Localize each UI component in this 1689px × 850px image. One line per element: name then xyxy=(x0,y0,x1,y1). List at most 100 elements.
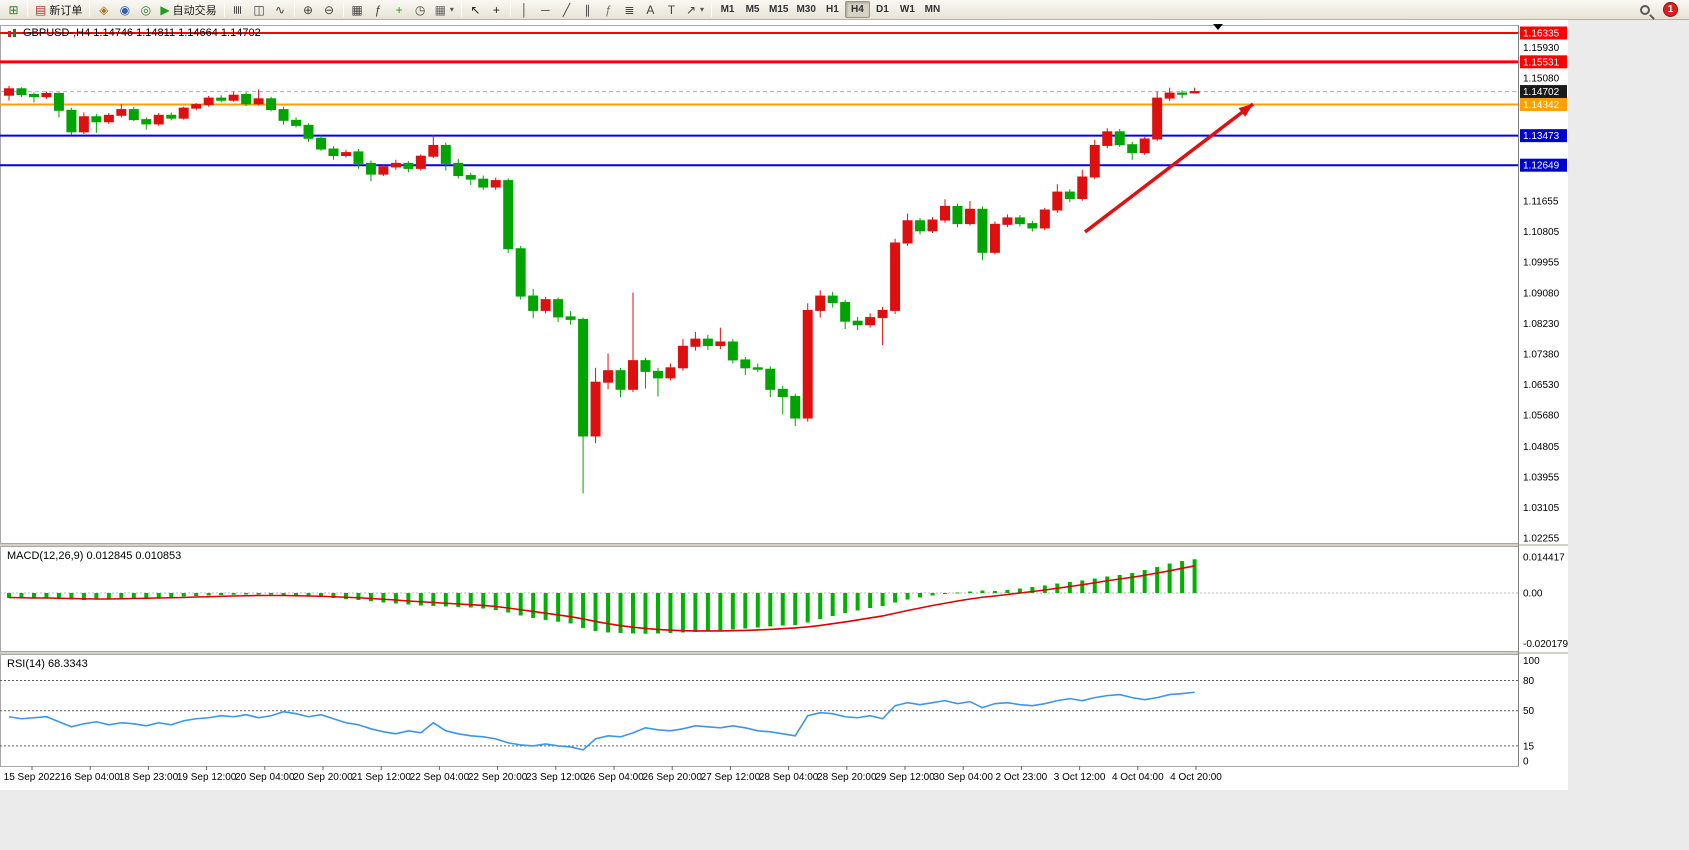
candle-body xyxy=(540,299,551,311)
toolbar-horizontal-line-tool[interactable]: ─ xyxy=(535,1,556,19)
candle-body xyxy=(677,345,688,369)
toolbar-data-window[interactable]: ◉ xyxy=(114,1,135,19)
toolbar-zoom-in[interactable]: ⊕ xyxy=(298,1,319,19)
candle-body xyxy=(41,92,52,98)
toolbar-tf-m5[interactable]: M5 xyxy=(745,4,760,15)
macd-bar xyxy=(181,593,186,597)
price-badge-label: 1.14702 xyxy=(1523,87,1560,98)
toolbar-tf-w1[interactable]: W1 xyxy=(899,4,915,15)
toolbar-separator xyxy=(89,2,91,17)
toolbar-tf-mn[interactable]: MN xyxy=(924,4,941,15)
macd-label-row: MACD(12,26,9) 0.012845 0.010853 xyxy=(7,550,181,562)
toolbar-tf-m1[interactable]: M1 xyxy=(720,4,735,15)
toolbar-crosshair-tool[interactable]: + xyxy=(486,1,507,19)
panel-divider[interactable] xyxy=(0,544,1568,546)
level-lines-layer[interactable] xyxy=(0,32,1518,167)
candle-body xyxy=(16,88,27,96)
crosshair-tool-icon: + xyxy=(492,2,500,17)
trend-arrow[interactable] xyxy=(1083,102,1255,234)
candle-body xyxy=(615,370,626,390)
macd-bar xyxy=(1155,567,1160,593)
toolbar-auto-trading[interactable]: ▶ 自动交易 xyxy=(156,1,220,19)
auto-trading-icon: ▶ xyxy=(160,2,170,17)
toolbar-right: 1 xyxy=(1634,1,1686,19)
toolbar-tile-windows[interactable]: ▦ xyxy=(347,1,368,19)
toolbar-zoom-out[interactable]: ⊖ xyxy=(319,1,340,19)
toolbar-tf-m30[interactable]: M30 xyxy=(796,4,816,15)
candle-body xyxy=(465,175,476,180)
toolbar-templates[interactable]: ▦ ▾ xyxy=(431,1,458,19)
toolbar-label-tool[interactable]: T xyxy=(661,1,682,19)
toolbar-tf-d1[interactable]: D1 xyxy=(876,4,889,15)
toolbar-trendline-tool[interactable]: ╱ xyxy=(556,1,577,19)
toolbar-line-chart-mode[interactable]: ∿ xyxy=(270,1,291,19)
price-badge xyxy=(1520,85,1567,99)
macd-bar xyxy=(456,593,461,607)
search-button[interactable] xyxy=(1634,1,1655,19)
macd-bar xyxy=(56,593,61,599)
macd-bar xyxy=(368,593,373,602)
toolbar-separator xyxy=(27,2,28,17)
price-badge xyxy=(1520,26,1567,40)
toolbar-tf-h4[interactable]: H4 xyxy=(844,1,870,18)
toolbar-indicators[interactable]: ƒ xyxy=(368,1,389,19)
price-tick-label: 1.05680 xyxy=(1523,411,1560,422)
notification-badge[interactable]: 1 xyxy=(1663,2,1678,17)
toolbar-bar-chart-mode[interactable]: ≣ xyxy=(228,1,249,19)
macd-tick-label: 0.00 xyxy=(1523,589,1543,600)
price-tick-label: 1.15080 xyxy=(1523,74,1560,85)
time-tick-label: 22 Sep 04:00 xyxy=(410,772,470,783)
toolbar-tf-h1[interactable]: H1 xyxy=(826,4,839,15)
candle-body xyxy=(964,208,975,225)
toolbar-cursor-tool[interactable]: ↖ xyxy=(465,1,486,19)
navigator-icon: ◎ xyxy=(140,2,152,17)
macd-bar xyxy=(793,593,798,625)
toolbar-new-order[interactable]: ▤ 新订单 xyxy=(31,1,86,19)
chart-shift-marker[interactable] xyxy=(1213,24,1223,30)
toolbar-add-indicator[interactable]: + xyxy=(389,1,410,19)
toolbar-navigator[interactable]: ◎ xyxy=(135,1,156,19)
candle-body xyxy=(453,162,464,177)
toolbar-fibonacci-tool[interactable]: ƒ xyxy=(598,1,619,19)
candle-body xyxy=(840,302,851,322)
toolbar-arrows-tool[interactable]: ↗ ▾ xyxy=(682,1,708,19)
macd-bar xyxy=(1192,559,1197,593)
macd-bar xyxy=(44,593,49,598)
price-axis: 1.15930 1.15080 1.11655 1.10805 1.09955 1.090… xyxy=(1520,26,1567,544)
toolbar-separator xyxy=(223,2,225,17)
candle-body xyxy=(116,109,127,116)
macd-bar xyxy=(1167,563,1172,593)
time-tick-label: 26 Sep 04:00 xyxy=(584,772,644,783)
candle-body xyxy=(952,205,963,225)
candle-body xyxy=(353,151,364,164)
candle-body xyxy=(915,220,926,232)
toolbar-candle-chart-mode[interactable]: ◫ xyxy=(249,1,270,19)
macd-tick-label: -0.020179 xyxy=(1523,639,1568,650)
tile-windows-icon: ▦ xyxy=(351,2,363,17)
candle-body xyxy=(1102,131,1113,146)
time-tick-label: 27 Sep 12:00 xyxy=(701,772,761,783)
fibonacci-tool-icon: ƒ xyxy=(605,2,612,17)
horizontal-line-tool-icon: ─ xyxy=(541,2,550,17)
toolbar-shapes-tool[interactable]: ≣ xyxy=(619,1,640,19)
trend-arrow-shaft xyxy=(1083,102,1255,234)
candle-body xyxy=(153,114,164,125)
toolbar-text-tool[interactable]: A xyxy=(640,1,661,19)
macd-bar xyxy=(868,593,873,608)
price-badge-label: 1.16335 xyxy=(1523,29,1560,40)
candle-body xyxy=(428,144,439,157)
toolbar-market-watch[interactable]: ◈ xyxy=(93,1,114,19)
candle-body xyxy=(890,242,901,311)
time-tick-label: 21 Sep 12:00 xyxy=(351,772,411,783)
toolbar-period-clock[interactable]: ◷ xyxy=(410,1,431,19)
chart-title-row: GBPUSD-,H4 1.14746 1.14811 1.14664 1.147… xyxy=(7,27,261,39)
line-chart-mode-icon: ∿ xyxy=(275,2,286,17)
toolbar-vertical-line-tool[interactable]: │ xyxy=(514,1,535,19)
panel-divider[interactable] xyxy=(0,652,1568,654)
macd-bar xyxy=(7,593,11,598)
toolbar-channel-tool[interactable]: ∥ xyxy=(577,1,598,19)
toolbar-tf-m15[interactable]: M15 xyxy=(769,4,789,15)
toolbar-new-chart[interactable]: ⊞ xyxy=(3,1,24,19)
candle-body xyxy=(1127,144,1138,154)
